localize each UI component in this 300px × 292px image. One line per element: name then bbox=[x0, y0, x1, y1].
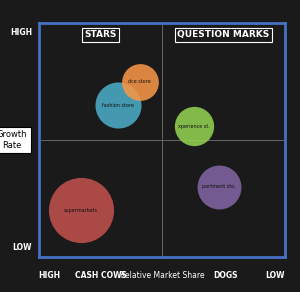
Point bbox=[192, 124, 197, 128]
Point bbox=[137, 79, 142, 84]
Text: fashion store: fashion store bbox=[102, 102, 134, 108]
Text: DOGS: DOGS bbox=[214, 271, 238, 280]
Point bbox=[216, 185, 221, 189]
Text: HIGH: HIGH bbox=[11, 28, 33, 37]
Text: xperience st.: xperience st. bbox=[178, 124, 210, 129]
Point bbox=[78, 208, 83, 213]
Text: supermarkets: supermarkets bbox=[64, 208, 98, 213]
Text: CASH COWS: CASH COWS bbox=[75, 271, 126, 280]
Text: STARS: STARS bbox=[84, 30, 117, 39]
Text: partment sto.: partment sto. bbox=[202, 184, 236, 190]
Point bbox=[115, 103, 120, 107]
Text: Relative Market Share: Relative Market Share bbox=[120, 271, 204, 280]
Text: HIGH: HIGH bbox=[38, 271, 60, 280]
Text: LOW: LOW bbox=[266, 271, 285, 280]
Text: dce store: dce store bbox=[128, 79, 151, 84]
Text: LOW: LOW bbox=[12, 243, 32, 252]
Text: Growth
Rate: Growth Rate bbox=[0, 131, 27, 150]
Text: QUESTION MARKS: QUESTION MARKS bbox=[177, 30, 270, 39]
